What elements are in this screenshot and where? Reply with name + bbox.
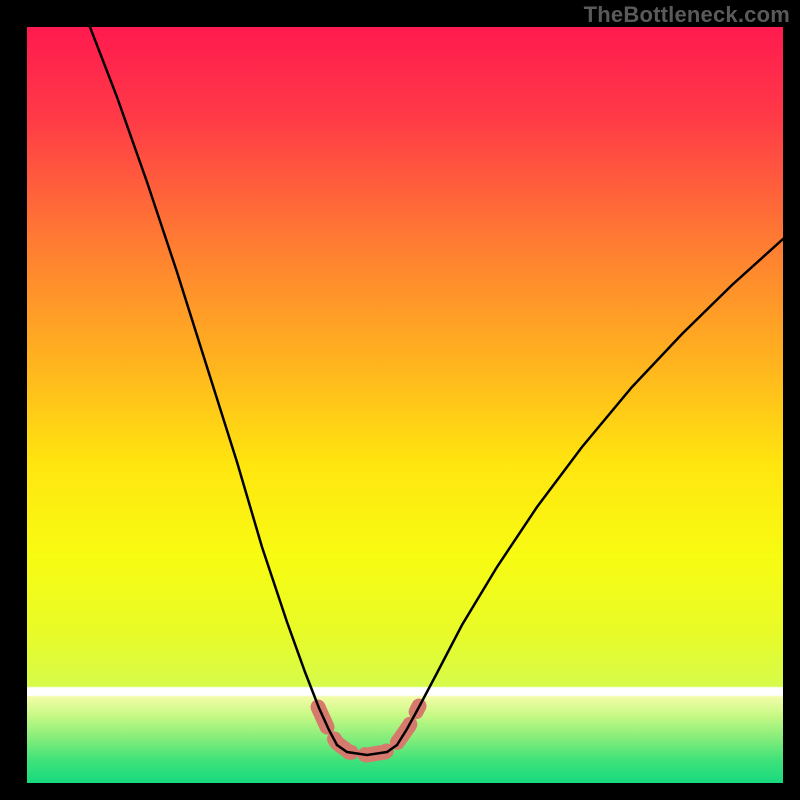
canvas: TheBottleneck.com <box>0 0 800 800</box>
plot-area <box>27 27 783 783</box>
curve-left-branch <box>90 27 337 745</box>
curve-right-branch <box>397 239 783 745</box>
curve-layer <box>27 27 783 783</box>
watermark-text: TheBottleneck.com <box>584 2 790 28</box>
trough-highlight <box>318 706 419 755</box>
